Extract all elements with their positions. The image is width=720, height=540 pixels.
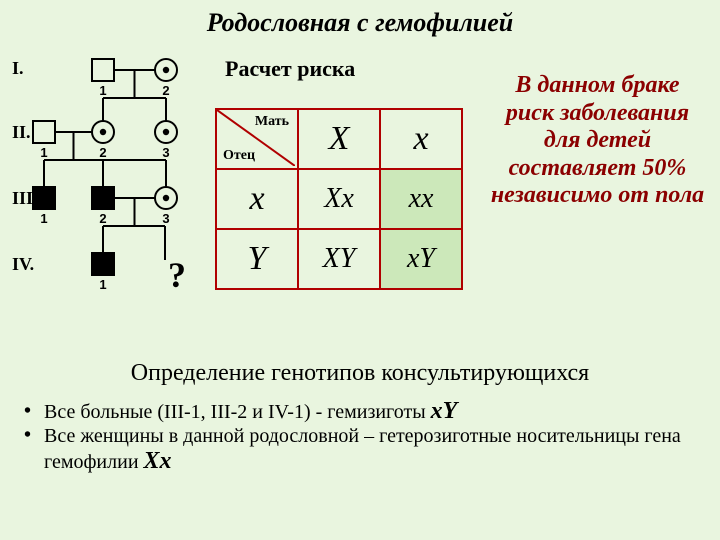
svg-text:1: 1	[40, 145, 47, 160]
svg-text:3: 3	[162, 211, 169, 226]
header-mother: Мать	[255, 114, 289, 130]
bullet-1-geno: Xx	[144, 448, 172, 474]
svg-text:1: 1	[40, 211, 47, 226]
bullet-0: Все больные (III-1, III-2 и IV-1) - геми…	[44, 398, 684, 425]
conclusion-text: В данном браке риск заболевания для дете…	[490, 72, 705, 210]
svg-text:2: 2	[162, 83, 169, 98]
question-mark: ?	[168, 254, 186, 296]
section2-title: Определение генотипов консультирующихся	[0, 360, 720, 387]
cell-0-1: xx	[380, 169, 462, 229]
bullet-1-text: Все женщины в данной родословной – гетер…	[44, 425, 681, 473]
cell-0-0: Xx	[298, 169, 380, 229]
row-header-0: x	[216, 169, 298, 229]
col-header-1: x	[380, 109, 462, 169]
svg-text:1: 1	[99, 83, 106, 98]
punnett-square: Мать Отец X x x Xx xx Y XY xY	[215, 108, 463, 290]
svg-text:2: 2	[99, 211, 106, 226]
cell-1-1: xY	[380, 229, 462, 289]
punnett-corner: Мать Отец	[216, 109, 298, 169]
bullet-dot-1: •	[24, 424, 31, 447]
header-father: Отец	[223, 148, 255, 164]
cell-1-0: XY	[298, 229, 380, 289]
col-header-0: X	[298, 109, 380, 169]
main-title: Родословная с гемофилией	[0, 8, 720, 38]
bullet-1: Все женщины в данной родословной – гетер…	[44, 425, 684, 475]
risk-subtitle: Расчет риска	[225, 56, 355, 82]
bullet-list: Все больные (III-1, III-2 и IV-1) - геми…	[44, 398, 684, 475]
bullet-0-text: Все больные (III-1, III-2 и IV-1) - геми…	[44, 401, 431, 423]
svg-text:1: 1	[99, 277, 106, 292]
bullet-0-geno: xY	[431, 398, 458, 424]
row-header-1: Y	[216, 229, 298, 289]
svg-text:3: 3	[162, 145, 169, 160]
svg-text:2: 2	[99, 145, 106, 160]
bullet-dot-0: •	[24, 400, 31, 423]
